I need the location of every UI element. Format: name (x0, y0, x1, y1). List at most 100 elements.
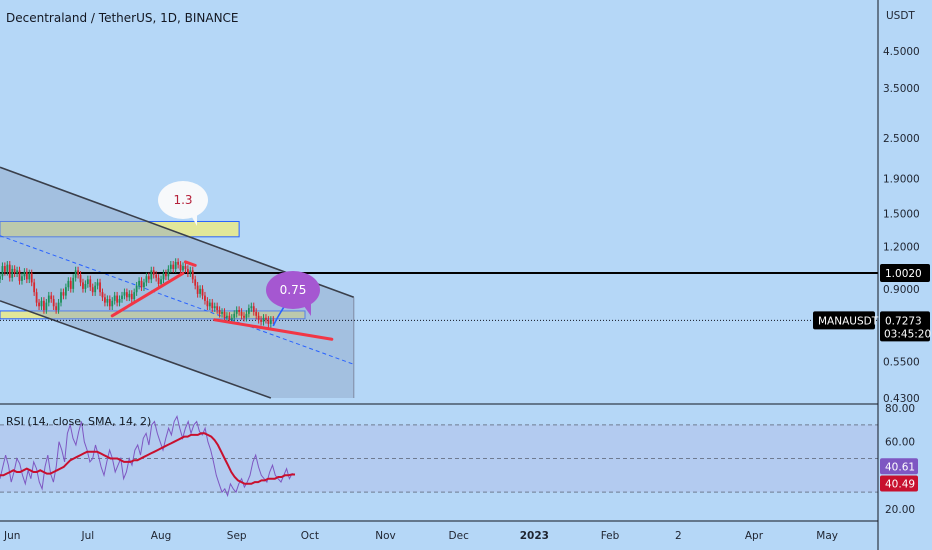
rsi-value-tag-label: 40.61 (885, 461, 915, 473)
channel-fill[interactable] (0, 167, 354, 398)
price-tick-label: 0.5500 (883, 357, 920, 369)
price-tick-label: 0.9000 (883, 284, 920, 296)
rsi-band (0, 424, 878, 493)
price-axis[interactable]: 4.5000 3.5000 2.5000 1.9000 1.5000 1.2000 0.90… (883, 46, 920, 405)
price-tick-label: 1.9000 (883, 173, 920, 185)
time-tick-label: Nov (375, 530, 396, 542)
candle (94, 285, 97, 293)
candle (182, 266, 184, 271)
candle (179, 264, 182, 271)
time-tick-label: Sep (227, 530, 247, 542)
current-price-tag (880, 311, 930, 342)
candle (91, 287, 94, 293)
candle (45, 302, 48, 311)
candle (267, 319, 270, 324)
candle (28, 273, 31, 280)
candle (199, 288, 201, 294)
candle (143, 282, 145, 288)
time-tick-label: Dec (449, 530, 470, 542)
candle (128, 293, 131, 298)
candle (245, 313, 248, 318)
candle (82, 282, 84, 289)
candle (13, 268, 16, 274)
candle (118, 299, 121, 303)
candle (177, 261, 180, 265)
candle (206, 300, 209, 307)
candle (77, 270, 79, 275)
candle (89, 279, 92, 288)
candle (104, 297, 106, 303)
time-tick-label: Jun (3, 530, 20, 542)
candle (3, 266, 6, 272)
candle (57, 302, 60, 311)
trendline-3[interactable] (213, 318, 334, 341)
rsi-ma-line[interactable] (0, 432, 295, 485)
time-tick-label: Oct (301, 530, 319, 542)
time-tick-label: Jul (81, 530, 95, 542)
trendline-1[interactable] (110, 271, 185, 318)
candle (43, 300, 45, 311)
candle (133, 292, 136, 300)
time-tick-label: 2 (675, 530, 682, 542)
candle (211, 302, 214, 309)
level-price-tag (880, 264, 930, 282)
rsi-axis[interactable]: 80.00 60.00 20.00 (885, 403, 915, 516)
candle (108, 299, 111, 307)
rsi-tick-label: 20.00 (885, 504, 915, 516)
candle (213, 306, 216, 309)
trendline-2[interactable] (183, 260, 197, 267)
bubble-target-near[interactable] (266, 271, 320, 309)
candle (116, 295, 119, 303)
price-tick-label: 2.5000 (883, 133, 920, 145)
candle (47, 295, 50, 303)
chart-title: Decentraland / TetherUS, 1D, BINANCE (6, 11, 239, 25)
candle (223, 311, 226, 318)
zone-2[interactable] (0, 310, 306, 320)
candle (125, 292, 128, 298)
candle (72, 277, 75, 289)
candle (265, 317, 267, 320)
rsi-ma-value-tag-label: 40.49 (885, 479, 915, 491)
candle (152, 270, 155, 275)
rsi-tick-label: 60.00 (885, 437, 915, 449)
candle (186, 268, 189, 274)
countdown-label: 03:45:20 (884, 328, 931, 340)
candle (194, 279, 197, 286)
time-axis[interactable]: Jun Jul Aug Sep Oct Nov Dec 2023 Feb 2 Apr May (3, 530, 838, 542)
candle (250, 306, 253, 309)
price-tick-label: 1.5000 (883, 208, 920, 220)
candle (155, 274, 158, 278)
candle (204, 295, 206, 301)
candle (18, 270, 21, 281)
candle (111, 300, 114, 307)
candle (50, 295, 53, 300)
candle (60, 292, 62, 303)
candle (8, 264, 11, 278)
candle (79, 274, 82, 283)
candle (233, 313, 236, 318)
candle (64, 287, 67, 296)
candle (221, 311, 223, 314)
candle (252, 306, 255, 312)
candle (123, 292, 126, 296)
candle (38, 302, 40, 307)
channel-layer (0, 166, 878, 399)
rsi-ma-value-tag (880, 475, 918, 492)
candle (135, 285, 138, 293)
candle (33, 282, 36, 293)
current-price-tag-label: 0.7273 (885, 315, 922, 327)
rsi-value-tag (880, 458, 918, 475)
candle (226, 315, 228, 318)
candle (55, 306, 58, 311)
channel-lower-line[interactable] (0, 300, 272, 399)
candle (140, 280, 143, 288)
candle (169, 264, 172, 269)
candle (99, 282, 101, 293)
candle (255, 311, 258, 316)
bubble-target-top[interactable] (158, 181, 208, 219)
candle (240, 311, 243, 316)
candle (35, 292, 38, 303)
candle (21, 276, 23, 281)
